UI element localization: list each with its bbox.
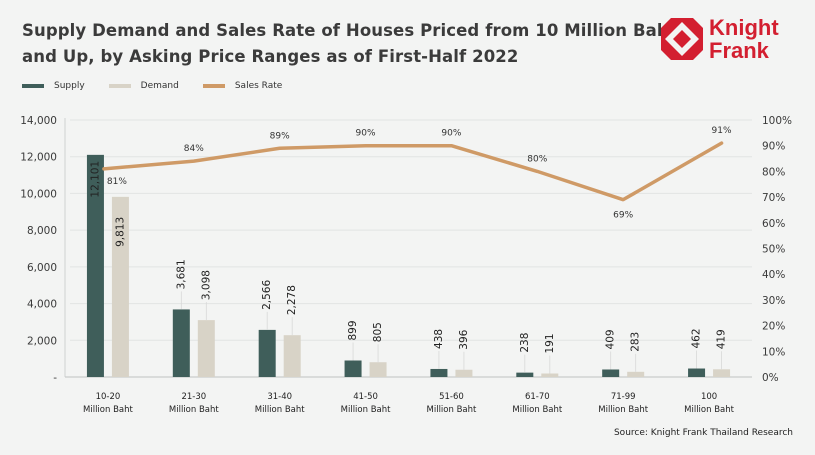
supply-value-label: 2,566 — [261, 280, 273, 310]
supply-value-label: 12,101 — [89, 161, 101, 198]
chart-title: Supply Demand and Sales Rate of Houses P… — [22, 18, 677, 70]
supply-value-label: 409 — [605, 329, 617, 349]
logo-wordmark: Knight Frank — [709, 16, 779, 62]
supply-bar — [516, 372, 534, 377]
chart-title-line-1: Supply Demand and Sales Rate of Houses P… — [22, 21, 677, 40]
demand-bar — [627, 371, 645, 377]
logo-text-knight: Knight — [709, 15, 779, 40]
sales-rate-label: 80% — [527, 154, 547, 164]
demand-value-label: 191 — [544, 333, 556, 353]
x-tick-label-range: 100 — [701, 392, 717, 402]
y-right-tick-label: 100% — [762, 115, 792, 127]
legend-swatch-supply — [22, 84, 44, 88]
supply-bar — [430, 368, 448, 377]
legend-label-demand: Demand — [140, 81, 179, 91]
knight-frank-diamond-logo-icon — [661, 18, 703, 60]
legend-swatch-demand — [108, 84, 131, 88]
y-left-tick-label: 2,000 — [27, 335, 57, 347]
chart-title-line-2: and Up, by Asking Price Ranges as of Fir… — [22, 47, 519, 66]
y-right-tick-label: 10% — [762, 346, 785, 358]
source-note: Source: Knight Frank Thailand Research — [613, 428, 793, 438]
y-left-tick-label: - — [53, 372, 57, 384]
supply-value-label: 462 — [691, 328, 703, 348]
x-tick-label-unit: Million Baht — [684, 405, 734, 415]
sales-rate-label: 89% — [270, 131, 290, 141]
x-tick-label-range: 10-20 — [96, 392, 121, 402]
sales-rate-label: 81% — [107, 177, 127, 187]
y-left-tick-label: 10,000 — [20, 188, 57, 200]
x-tick-label-unit: Million Baht — [427, 405, 477, 415]
y-right-tick-label: 50% — [762, 244, 785, 256]
x-tick-label-range: 61-70 — [525, 392, 550, 402]
x-tick-label-unit: Million Baht — [255, 405, 305, 415]
supply-bar — [602, 369, 620, 377]
demand-bar — [455, 369, 473, 377]
sales-rate-line — [102, 141, 724, 202]
y-right-tick-label: 70% — [762, 192, 785, 204]
supply-bar — [344, 360, 362, 377]
sales-rate-label: 69% — [613, 211, 633, 221]
supply-bar — [86, 154, 104, 377]
supply-value-label: 238 — [519, 333, 531, 353]
supply-bar — [688, 368, 706, 377]
demand-bar — [369, 362, 387, 377]
y-right-tick-label: 40% — [762, 269, 785, 281]
x-tick-label-unit: Million Baht — [83, 405, 133, 415]
demand-bar — [541, 373, 559, 377]
supply-value-label: 438 — [433, 329, 445, 349]
y-right-tick-label: 80% — [762, 166, 785, 178]
legend-item-supply: Supply — [22, 81, 85, 91]
sales-rate-label: 84% — [184, 144, 204, 154]
x-tick-label-range: 21-30 — [181, 392, 206, 402]
demand-bar — [283, 335, 301, 377]
demand-value-label: 3,098 — [200, 270, 212, 300]
x-tick-label-unit: Million Baht — [169, 405, 219, 415]
demand-bar — [713, 369, 731, 377]
knight-frank-logo: Knight Frank — [661, 16, 779, 62]
y-right-tick-label: 0% — [762, 372, 779, 384]
y-right-tick-label: 90% — [762, 141, 785, 153]
sales-rate-label: 90% — [441, 129, 461, 139]
chart-legend: Supply Demand Sales Rate — [22, 81, 306, 91]
y-left-tick-label: 14,000 — [20, 115, 57, 127]
legend-label-sales-rate: Sales Rate — [234, 81, 283, 91]
demand-value-label: 805 — [372, 322, 384, 342]
supply-value-label: 899 — [347, 320, 359, 340]
demand-value-label: 396 — [458, 329, 470, 349]
legend-item-sales-rate: Sales Rate — [202, 81, 283, 91]
demand-value-label: 9,813 — [114, 217, 126, 247]
y-right-tick-label: 60% — [762, 218, 785, 230]
y-left-tick-label: 8,000 — [27, 225, 57, 237]
x-tick-label-unit: Million Baht — [512, 405, 562, 415]
supply-value-label: 3,681 — [175, 259, 187, 289]
supply-bar — [172, 309, 190, 377]
y-left-tick-label: 6,000 — [27, 262, 57, 274]
y-right-tick-label: 20% — [762, 321, 785, 333]
legend-label-supply: Supply — [54, 81, 85, 91]
demand-value-label: 419 — [716, 329, 728, 349]
y-left-tick-label: 12,000 — [20, 152, 57, 164]
x-tick-label-range: 71-99 — [611, 392, 636, 402]
demand-value-label: 2,278 — [286, 285, 298, 315]
sales-rate-label: 91% — [712, 126, 732, 136]
logo-text-frank: Frank — [709, 38, 769, 63]
supply-bar — [258, 329, 276, 377]
x-tick-label-unit: Million Baht — [598, 405, 648, 415]
y-right-tick-label: 30% — [762, 295, 785, 307]
sales-rate-label: 90% — [356, 129, 376, 139]
demand-bar — [111, 196, 129, 377]
demand-bar — [197, 320, 215, 377]
x-tick-label-range: 51-60 — [439, 392, 464, 402]
legend-item-demand: Demand — [108, 81, 179, 91]
y-left-tick-label: 4,000 — [27, 299, 57, 311]
legend-swatch-sales-rate — [202, 84, 225, 88]
x-tick-label-unit: Million Baht — [341, 405, 391, 415]
x-tick-label-range: 31-40 — [267, 392, 292, 402]
x-tick-label-range: 41-50 — [353, 392, 378, 402]
demand-value-label: 283 — [630, 332, 642, 352]
